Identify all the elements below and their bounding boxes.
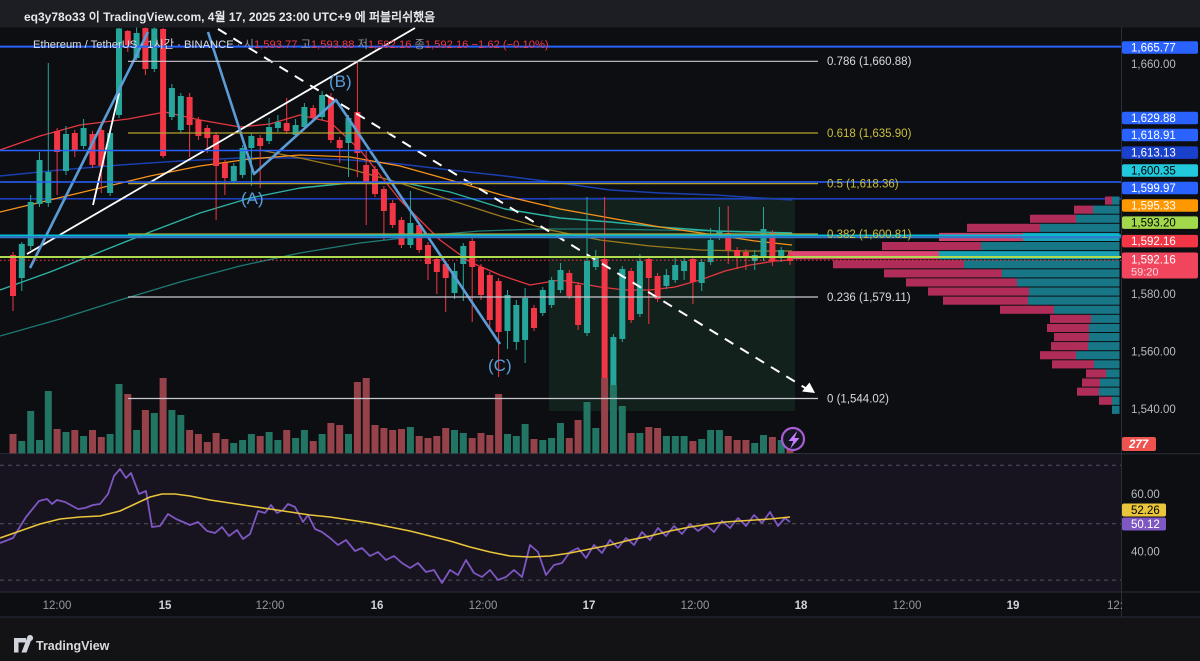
svg-text:TradingView: TradingView [36, 639, 110, 653]
svg-text:1,618.91: 1,618.91 [1131, 130, 1176, 142]
svg-text:17: 17 [583, 600, 596, 612]
svg-text:0.786 (1,660.88): 0.786 (1,660.88) [827, 56, 912, 68]
svg-text:15: 15 [159, 600, 172, 612]
svg-text:1,595.33: 1,595.33 [1131, 201, 1176, 213]
svg-text:1,540.00: 1,540.00 [1131, 404, 1176, 416]
svg-text:0.5 (1,618.36): 0.5 (1,618.36) [827, 179, 899, 191]
svg-text:60.00: 60.00 [1131, 489, 1160, 501]
svg-text:0.382 (1,600.81): 0.382 (1,600.81) [827, 229, 912, 241]
svg-text:18: 18 [795, 600, 808, 612]
svg-text:40.00: 40.00 [1131, 547, 1160, 559]
svg-text:1,592.16: 1,592.16 [1131, 236, 1176, 248]
svg-text:50.12: 50.12 [1131, 519, 1160, 531]
svg-text:12:00: 12:00 [893, 600, 922, 612]
svg-text:12:00: 12:00 [43, 600, 72, 612]
svg-text:(C): (C) [488, 356, 512, 375]
svg-text:0.236 (1,579.11): 0.236 (1,579.11) [827, 292, 911, 304]
svg-text:Ethereum / TetherUS · 1시간 · BI: Ethereum / TetherUS · 1시간 · BINANCE · 시1… [33, 38, 549, 51]
svg-text:12:: 12: [1107, 600, 1123, 612]
svg-text:1,629.88: 1,629.88 [1131, 113, 1176, 125]
svg-text:1,560.00: 1,560.00 [1131, 347, 1176, 359]
svg-text:(B): (B) [329, 72, 352, 91]
svg-text:16: 16 [371, 600, 384, 612]
svg-text:52.26: 52.26 [1131, 505, 1160, 517]
svg-text:1,660.00: 1,660.00 [1131, 59, 1176, 71]
svg-text:12:00: 12:00 [256, 600, 285, 612]
svg-text:0.618 (1,635.90): 0.618 (1,635.90) [827, 128, 912, 140]
svg-text:0 (1,544.02): 0 (1,544.02) [827, 394, 889, 406]
svg-text:1,613.13: 1,613.13 [1131, 148, 1176, 160]
svg-text:1,600.35: 1,600.35 [1131, 165, 1176, 177]
svg-text:277: 277 [1128, 439, 1149, 451]
svg-text:12:00: 12:00 [681, 600, 710, 612]
svg-text:19: 19 [1007, 600, 1020, 612]
svg-text:59:20: 59:20 [1131, 267, 1159, 279]
svg-text:1,593.20: 1,593.20 [1131, 218, 1176, 230]
svg-text:1,592.16: 1,592.16 [1131, 255, 1176, 267]
svg-text:1,599.97: 1,599.97 [1131, 183, 1176, 195]
svg-text:(A): (A) [241, 189, 264, 208]
svg-text:12:00: 12:00 [469, 600, 498, 612]
svg-text:1,580.00: 1,580.00 [1131, 289, 1176, 301]
svg-text:1,665.77: 1,665.77 [1131, 43, 1176, 55]
svg-text:eq3y78o33 이 TradingView.com, 4: eq3y78o33 이 TradingView.com, 4월 17, 2025… [24, 9, 435, 24]
